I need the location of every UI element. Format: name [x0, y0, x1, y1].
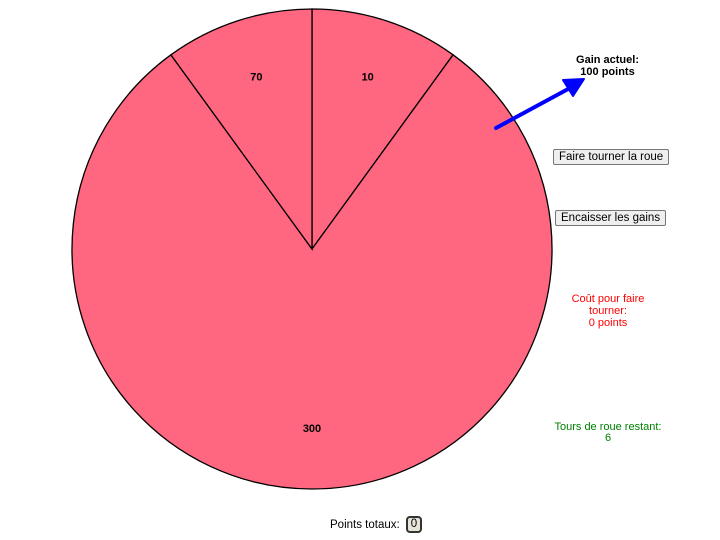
- arrow-icon: [494, 78, 585, 130]
- wheel-segment-label: 70: [250, 72, 262, 84]
- spin-wheel-button[interactable]: Faire tourner la roue: [553, 149, 670, 165]
- wheel-segment-10: [311, 8, 454, 252]
- spin-cost-line2: tourner:: [589, 305, 627, 317]
- turns-remaining-label: Tours de roue restant:: [554, 421, 662, 433]
- total-points: Points totaux: 0: [330, 516, 423, 533]
- turns-remaining-value: 6: [604, 432, 612, 444]
- total-points-value: 0: [405, 516, 423, 533]
- cash-out-button[interactable]: Encaisser les gains: [555, 210, 667, 226]
- wheel-segment-label: 10: [361, 72, 373, 84]
- total-points-label: Points totaux:: [330, 518, 400, 531]
- spin-cost: Coût pour faire tourner: 0 points: [562, 293, 654, 329]
- current-gain: Gain actuel: 100 points: [560, 54, 655, 78]
- spin-cost-line1: Coût pour faire: [571, 293, 645, 305]
- wheel-segment-70: [170, 8, 313, 252]
- current-gain-label: Gain actuel:: [576, 54, 639, 66]
- current-gain-value: 100 points: [580, 66, 635, 78]
- wheel-segment-label: 300: [303, 423, 321, 435]
- spin-cost-value: 0 points: [588, 317, 628, 329]
- wheel-segments: 10 300 70: [71, 8, 553, 490]
- turns-remaining: Tours de roue restant: 6: [548, 422, 668, 444]
- wheel-segment-300: [71, 53, 553, 490]
